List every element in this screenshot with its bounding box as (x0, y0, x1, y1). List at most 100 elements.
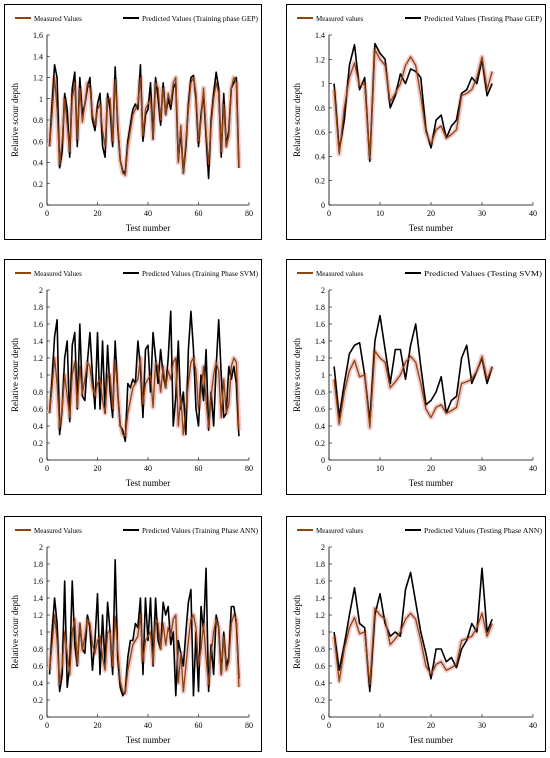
chart-4-xtick-label: 20 (94, 721, 102, 730)
chart-3-legend-measured-label: Measured values (316, 270, 364, 278)
chart-2-xtick-label: 40 (144, 464, 152, 473)
chart-0-xtick-label: 40 (144, 209, 152, 218)
chart-5-xtick-label: 40 (529, 721, 537, 730)
chart-2-series-measured-line (48, 357, 240, 437)
chart-5-ytick-label: 0.2 (315, 696, 325, 705)
chart-3-series-measured-line (333, 350, 493, 429)
chart-1-ytick-label: 0.2 (315, 177, 325, 186)
chart-3-ytick-label: 0.6 (315, 405, 325, 414)
chart-0-xtick-label: 0 (45, 209, 49, 218)
chart-panel-gep-testing: 0 0.2 0.4 0.6 0.8 1 1.2 1.4 0 10 20 30 40 Test number… (286, 4, 546, 240)
chart-ann-training: 00.20.40.60.811.21.41.61.820 20 40 60 80Test… (10, 527, 259, 745)
chart-2-xtick-label: 60 (195, 464, 203, 473)
chart-5-ytick-label: 1.4 (315, 594, 325, 603)
chart-5-ytick-label: 0.6 (315, 662, 325, 671)
chart-4-x-axis-label: Test number (126, 735, 171, 745)
chart-3-ytick-label: 0.8 (315, 388, 325, 397)
chart-5-ytick-label: 1.6 (315, 577, 325, 586)
chart-5-xtick-label: 0 (327, 721, 331, 730)
chart-0-ytick-label: 1.4 (33, 52, 43, 61)
chart-1-series-measured-line (333, 48, 493, 160)
chart-1-measured-halo (331, 47, 495, 162)
chart-2-xtick-label: 80 (245, 464, 253, 473)
chart-5-xtick-label: 30 (478, 721, 486, 730)
chart-1-series-predicted-line (333, 42, 493, 163)
chart-3-ytick-label: 1.8 (315, 303, 325, 312)
chart-4-ytick-label: 1.8 (33, 560, 43, 569)
chart-0-ytick-label: 0.6 (33, 137, 43, 146)
chart-5-ytick-label: 0.4 (315, 679, 325, 688)
chart-panel-svm-testing: 0 0.2 0.4 0.6 0.8 1 1.2 1.4 1.6 1.8 2 0 10 20 30 40 Test… (286, 259, 546, 495)
chart-3-xtick-label: 40 (529, 464, 537, 473)
chart-2-x-axis-label: Test number (126, 478, 171, 488)
chart-ann-testing: 00.20.40.60.811.21.41.61.820 10 20 30 40Test… (292, 527, 543, 745)
chart-1-legend-predicted-label: Predicted Values (Testing Phase GEP) (424, 15, 543, 23)
chart-2-y-axis-label: Relative scour depth (10, 338, 20, 412)
chart-1-xtick-label: 40 (529, 209, 537, 218)
chart-5-xtick-label: 10 (376, 721, 384, 730)
chart-5-ytick-label: 0.8 (315, 645, 325, 654)
chart-4-ytick-label: 2 (39, 543, 43, 552)
chart-5-xtick-label: 20 (427, 721, 435, 730)
chart-0-ytick-label: 0.4 (33, 159, 43, 168)
chart-2-ytick-label: 0.2 (33, 439, 43, 448)
chart-3-legend-predicted-label: Predicted Values (Testing SVM) (424, 270, 543, 278)
chart-5-series-measured-line (333, 607, 493, 686)
chart-5-x-axis-label: Test number (409, 735, 454, 745)
chart-4-series-measured-line (48, 614, 240, 694)
chart-0-legend-measured-label: Measured Values (34, 15, 82, 23)
chart-5-ytick-label: 1 (321, 628, 325, 637)
chart-4-ytick-label: 1 (39, 628, 43, 637)
chart-svm-testing: 00.20.40.60.811.21.41.61.820 10 20 30 40Test… (292, 270, 543, 488)
chart-2-ytick-label: 1 (39, 371, 43, 380)
chart-0-xtick-label: 80 (245, 209, 253, 218)
chart-0-y-axis-label: Relative scour depth (10, 83, 20, 157)
chart-1-legend-measured-label: Measured values (316, 15, 364, 23)
chart-3-ytick-label: 0 (321, 456, 325, 465)
chart-4-xtick-label: 80 (245, 721, 253, 730)
chart-2-ytick-label: 1.4 (33, 337, 43, 346)
chart-5-ytick-label: 0 (321, 713, 325, 722)
chart-4-ytick-label: 0.8 (33, 645, 43, 654)
chart-0-legend-predicted-label: Predicted Values (Training phase GEP) (142, 15, 259, 23)
chart-4-ytick-label: 1.6 (33, 577, 43, 586)
chart-1-xtick-label: 10 (376, 209, 384, 218)
chart-panel-ann-training: 0 0.2 0.4 0.6 0.8 1 1.2 1.4 1.6 1.8 2 0 20 40 60 80 Test… (4, 516, 262, 752)
chart-0-ytick-label: 0.2 (33, 180, 43, 189)
chart-1-ytick-label: 1 (321, 80, 325, 89)
chart-0-xtick-label: 20 (94, 209, 102, 218)
chart-3-ytick-label: 1.6 (315, 320, 325, 329)
chart-5-y-axis-label: Relative scour depth (292, 595, 302, 669)
chart-2-xtick-label: 20 (94, 464, 102, 473)
chart-1-ytick-label: 1.2 (315, 55, 325, 64)
chart-gep-training: 0 0.2 0.4 0.6 0.8 1 1.2 1.4 1.6 0 20 40 60 80 Test num… (10, 15, 259, 233)
chart-5-series-predicted-line (333, 567, 493, 693)
chart-2-ytick-label: 0.4 (33, 422, 43, 431)
chart-0-ytick-label: 1.2 (33, 74, 43, 83)
chart-2-legend-measured-label: Measured Values (34, 270, 82, 278)
chart-1-ytick-label: 0.8 (315, 104, 325, 113)
chart-1-y-axis-label: Relative scour depth (292, 83, 302, 157)
chart-0-ytick-label: 0 (39, 201, 43, 210)
chart-1-x-axis-label: Test number (409, 223, 454, 233)
chart-4-ytick-label: 1.4 (33, 594, 43, 603)
chart-0-x-axis-label: Test number (126, 223, 171, 233)
chart-1-ytick-label: 1.4 (315, 31, 325, 40)
chart-2-legend-predicted-label: Predicted Values (Training Phase SVM) (142, 270, 259, 278)
chart-0-ytick-label: 0.8 (33, 116, 43, 125)
chart-5-measured-halo (331, 605, 495, 688)
chart-2-xtick-label: 0 (45, 464, 49, 473)
chart-4-legend-predicted-label: Predicted Values (Training Phase ANN) (142, 527, 259, 535)
chart-panel-gep-training: 0 0.2 0.4 0.6 0.8 1 1.2 1.4 1.6 0 20 40 60 80 Test num… (4, 4, 262, 240)
chart-2-ytick-label: 0 (39, 456, 43, 465)
chart-2-ytick-label: 2 (39, 286, 43, 295)
chart-4-xtick-label: 40 (144, 721, 152, 730)
chart-5-ytick-label: 2 (321, 543, 325, 552)
chart-5-ytick-label: 1.2 (315, 611, 325, 620)
chart-5-legend-measured-label: Measured values (316, 527, 364, 535)
chart-2-ytick-label: 1.6 (33, 320, 43, 329)
chart-1-xtick-label: 0 (327, 209, 331, 218)
chart-2-ytick-label: 0.8 (33, 388, 43, 397)
chart-3-xtick-label: 30 (478, 464, 486, 473)
chart-3-ytick-label: 1.4 (315, 337, 325, 346)
